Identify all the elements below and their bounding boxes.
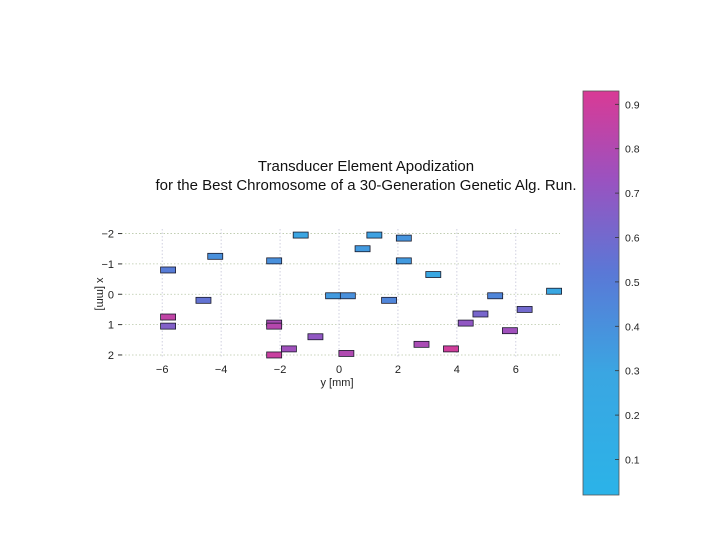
x-tick-label: 2 [395,364,401,376]
colorbar-tick-label: 0.6 [625,233,640,245]
transducer-element [266,257,283,265]
transducer-element [160,313,176,321]
x-axis-label: y [mm] [321,377,354,389]
colorbar-tick-label: 0.3 [625,366,640,378]
transducer-element [339,292,356,300]
transducer-element [457,319,474,327]
y-tick-label: 0 [108,289,114,301]
transducer-element [472,310,489,318]
transducer-element [366,231,383,239]
transducer-element [395,257,412,265]
transducer-element [413,340,430,348]
transducer-element [354,245,371,253]
y-tick-label: 2 [108,350,114,362]
transducer-element [502,327,518,335]
transducer-element [266,351,283,359]
colorbar-tick-label: 0.2 [625,410,640,422]
chart-title: Transducer Element Apodization [258,158,474,175]
transducer-element [338,350,355,357]
transducer-element [516,306,533,313]
transducer-element [207,252,224,260]
x-tick-label: 6 [513,364,519,376]
plot-area: −6 −4 −2 0 2 4 6 −2 −1 0 1 2 [101,229,563,376]
transducer-element [425,271,442,278]
x-tick-labels: −6 −4 −2 0 2 4 6 [156,364,519,376]
transducer-element [325,292,342,300]
x-tick-label: 4 [454,364,460,376]
colorbar-tick-label: 0.5 [625,277,640,289]
left-tick-marks [118,233,122,356]
colorbar-ticks: 0.1 0.2 0.3 0.4 0.5 0.6 0.7 0.8 0.9 [615,99,640,466]
y-tick-label: 1 [108,320,114,332]
y-tick-label: −1 [101,259,114,271]
x-tick-label: −4 [215,364,228,376]
x-tick-label: 0 [336,364,342,376]
transducer-element [292,231,309,239]
transducer-element [443,345,459,353]
transducer-element [195,296,212,304]
transducer-element [395,234,412,242]
colorbar-tick-label: 0.9 [625,99,640,111]
colorbar-tick-label: 0.8 [625,144,640,156]
transducer-element [160,322,176,330]
transducer-element [307,333,324,341]
y-axis-label: x [mm] [94,278,106,311]
transducer-element [266,322,283,330]
transducer-element [381,296,397,304]
y-tick-label: −2 [101,229,114,241]
y-tick-labels: −2 −1 0 1 2 [101,229,114,362]
colorbar-tick-label: 0.1 [625,454,640,466]
colorbar [582,90,620,496]
apodization-elements [160,231,563,359]
colorbar-tick-label: 0.7 [625,188,640,200]
x-tick-label: −2 [274,364,287,376]
transducer-element [546,287,563,295]
transducer-element [281,345,297,353]
colorbar-tick-label: 0.4 [625,321,640,333]
x-tick-label: −6 [156,364,169,376]
transducer-element [487,292,504,300]
transducer-element [160,266,176,274]
chart-subtitle: for the Best Chromosome of a 30-Generati… [155,177,576,194]
